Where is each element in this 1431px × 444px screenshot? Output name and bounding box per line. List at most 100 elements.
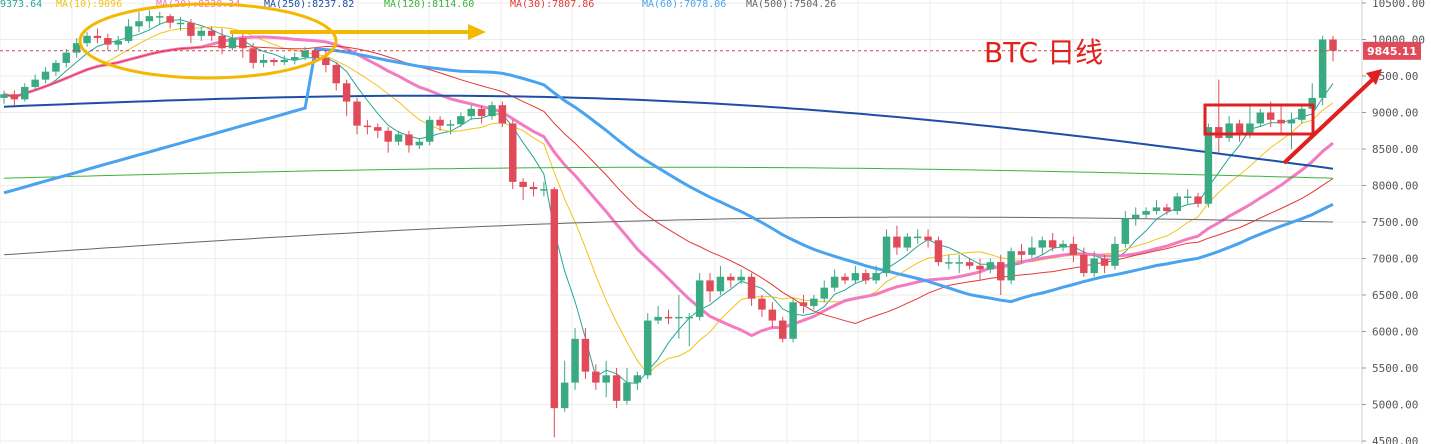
candle-body xyxy=(1142,211,1150,215)
candle-body xyxy=(965,262,974,266)
candle-body xyxy=(851,273,860,281)
candle-body xyxy=(602,375,610,383)
candle-body xyxy=(727,276,735,281)
candle-body xyxy=(83,35,91,44)
candle-body xyxy=(270,59,278,63)
ma-60-line xyxy=(3,47,1334,304)
candle-body xyxy=(114,40,122,45)
ma-legend: 9373.64 MA(10):9096 MA(20):8230.34 MA(250):… xyxy=(0,0,836,10)
candle-body xyxy=(228,38,237,49)
candle-body xyxy=(560,382,569,409)
candle-body xyxy=(1048,240,1057,248)
candle-body xyxy=(633,375,642,383)
candle-body xyxy=(747,276,756,299)
candle-body xyxy=(1007,251,1015,281)
candle-body xyxy=(654,316,662,321)
candle-body xyxy=(145,16,154,22)
candle-body xyxy=(830,276,839,288)
candle-body xyxy=(52,62,60,72)
candle-body xyxy=(571,338,579,383)
annotation-box xyxy=(1203,103,1315,136)
candle-body xyxy=(280,59,289,63)
ma-250-line xyxy=(3,94,1334,170)
candle-body xyxy=(405,134,413,146)
candle-body xyxy=(778,320,787,339)
candle-body xyxy=(41,71,50,80)
candle-body xyxy=(425,119,434,142)
candle-body xyxy=(1308,97,1316,109)
candle-body xyxy=(1266,112,1275,120)
candle-body xyxy=(1059,243,1067,248)
candle-body xyxy=(322,57,330,66)
ma-120-line xyxy=(3,166,1334,179)
candle-body xyxy=(592,371,600,383)
candle-body xyxy=(72,43,81,53)
candle-body xyxy=(695,280,704,317)
candle-body xyxy=(197,30,206,36)
candle-body xyxy=(1329,39,1337,51)
candle-body xyxy=(737,276,745,281)
candle-body xyxy=(498,105,507,124)
candle-body xyxy=(1246,123,1254,135)
candle-body xyxy=(249,48,257,63)
candle-body xyxy=(384,130,392,142)
candle-body xyxy=(1256,112,1265,124)
legend-item: MA(120):8114.60 xyxy=(384,0,474,10)
candle-body xyxy=(363,125,372,128)
candle-body xyxy=(1090,258,1098,274)
y-tick-label: 6500.00 xyxy=(1372,289,1418,302)
candle-body xyxy=(872,273,880,281)
candle-body xyxy=(457,116,465,125)
candle-body xyxy=(10,94,19,100)
candle-body xyxy=(529,186,538,190)
candle-body xyxy=(239,38,247,49)
candle-body xyxy=(218,35,226,49)
candle-body xyxy=(1028,247,1036,255)
candle-body xyxy=(1235,123,1244,135)
candle-body xyxy=(623,382,631,401)
candle-body xyxy=(446,124,455,126)
candle-body xyxy=(924,236,932,241)
candle-body xyxy=(301,50,309,58)
legend-item: MA(250):8237.82 xyxy=(264,0,354,10)
annotation-right-arrow-head xyxy=(468,24,486,40)
last-price-label: 9845.11 xyxy=(1367,45,1417,58)
candle-body xyxy=(353,101,361,126)
candle-body xyxy=(1204,127,1213,204)
candle-body xyxy=(1287,119,1296,124)
candle-body xyxy=(1111,243,1119,266)
last-price-tag: 9845.11 xyxy=(1363,41,1421,60)
candle-body xyxy=(207,30,216,36)
candle-body xyxy=(789,302,797,339)
candle-body xyxy=(1100,258,1109,266)
candle-body xyxy=(135,21,143,27)
candle-body xyxy=(913,236,922,239)
candle-body xyxy=(955,262,963,264)
y-tick-label: 8500.00 xyxy=(1372,143,1418,156)
annotation-ellipse xyxy=(78,2,338,80)
y-tick-label: 10500.00 xyxy=(1372,0,1425,10)
candle-body xyxy=(581,338,590,372)
candle-body xyxy=(342,83,351,102)
candle-body xyxy=(1298,108,1306,120)
price-axis: 10500.0010000.009500.009000.008500.00800… xyxy=(1361,0,1425,444)
ma-5-line xyxy=(3,19,1334,384)
candle-body xyxy=(758,298,766,310)
candle-body xyxy=(156,16,164,18)
candle-body xyxy=(62,52,71,63)
legend-item: MA(10):9096 xyxy=(56,0,122,10)
y-tick-label: 7000.00 xyxy=(1372,253,1418,266)
candle-body xyxy=(1225,123,1233,139)
legend-item: 9373.64 xyxy=(0,0,42,10)
candle-body xyxy=(290,57,299,60)
y-tick-label: 7500.00 xyxy=(1372,216,1418,229)
candle-body xyxy=(664,316,673,319)
candle-body xyxy=(187,22,195,36)
ma-20-line xyxy=(3,35,1334,338)
candle-body xyxy=(945,262,953,264)
candle-body xyxy=(467,108,475,117)
annotation-up-arrow-head xyxy=(1366,69,1382,85)
chart-title: BTC 日线 xyxy=(984,36,1103,69)
candle-body xyxy=(0,94,8,98)
candle-body xyxy=(799,302,808,306)
